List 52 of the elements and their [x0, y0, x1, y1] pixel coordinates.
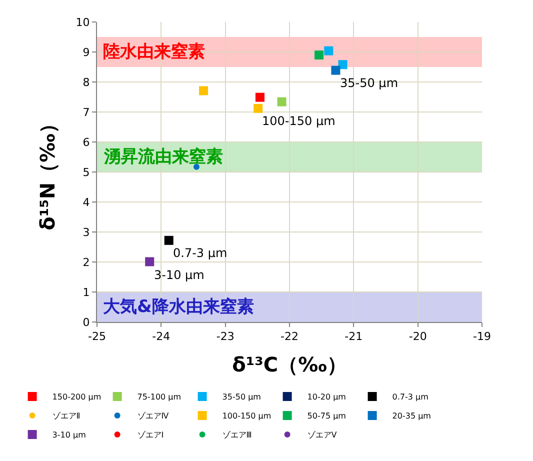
annotation: 3-10 μm: [154, 268, 204, 282]
y-tick-label: 9: [82, 46, 90, 59]
point: [324, 46, 334, 56]
band-label: 湧昇流由来窒素: [103, 147, 223, 167]
y-tick-label: 1: [82, 286, 90, 299]
point: [277, 97, 286, 106]
x-tick-label: -19: [473, 330, 491, 344]
y-tick-label: 6: [82, 136, 90, 149]
y-tick-label: 4: [82, 196, 90, 209]
legend-label: ゾエアⅠ: [137, 430, 164, 440]
legend-label: 3-10 μm: [52, 430, 86, 440]
legend-label: 0.7-3 μm: [392, 392, 429, 402]
y-tick-label: 0: [82, 316, 90, 329]
point: [193, 164, 200, 170]
point: [145, 257, 154, 266]
x-tick-label: -20: [408, 330, 427, 344]
y-tick-label: 7: [82, 106, 90, 119]
annotation: 35-50 μm: [340, 76, 398, 90]
point: [338, 60, 348, 70]
x-axis-title: δ¹³C（‰）: [232, 352, 347, 377]
y-axis-title: δ¹⁵N（‰）: [35, 114, 60, 230]
y-tick-label: 10: [76, 16, 90, 29]
legend-label: 150-200 μm: [52, 392, 102, 402]
legend-label: 20-35 μm: [392, 412, 432, 421]
annotation: 100-150 μm: [262, 114, 336, 128]
legend-label: ゾエアⅡ: [52, 412, 80, 421]
y-tick-label: 5: [82, 166, 90, 179]
point: [164, 236, 174, 245]
legend-label: 35-50 μm: [222, 392, 262, 402]
annotation: 0.7-3 μm: [173, 246, 228, 260]
legend-label: 75-100 μm: [137, 392, 182, 402]
x-tick-label: -23: [216, 330, 234, 344]
legend-label: ゾエアⅤ: [307, 430, 338, 440]
point: [254, 104, 263, 113]
point: [314, 50, 324, 60]
band-label: 陸水由来窒素: [103, 42, 205, 62]
x-tick-label: -24: [152, 330, 170, 344]
x-tick-label: -25: [88, 330, 106, 344]
legend-label: ゾエアⅢ: [222, 430, 252, 440]
x-tick-label: -22: [280, 330, 298, 344]
point: [255, 92, 264, 102]
y-tick-label: 3: [82, 226, 90, 239]
legend-label: 50-75 μm: [307, 412, 346, 421]
y-tick-label: 8: [82, 76, 90, 89]
legend-label: ゾエアⅣ: [137, 412, 170, 421]
legend-label: 10-20 μm: [307, 392, 346, 402]
band-label: 大気&降水由来窒素: [103, 297, 254, 317]
legend-label: 100-150 μm: [222, 412, 272, 421]
x-tick-label: -21: [344, 330, 363, 344]
y-tick-label: 2: [82, 256, 90, 269]
point: [331, 66, 340, 75]
point: [199, 86, 208, 96]
